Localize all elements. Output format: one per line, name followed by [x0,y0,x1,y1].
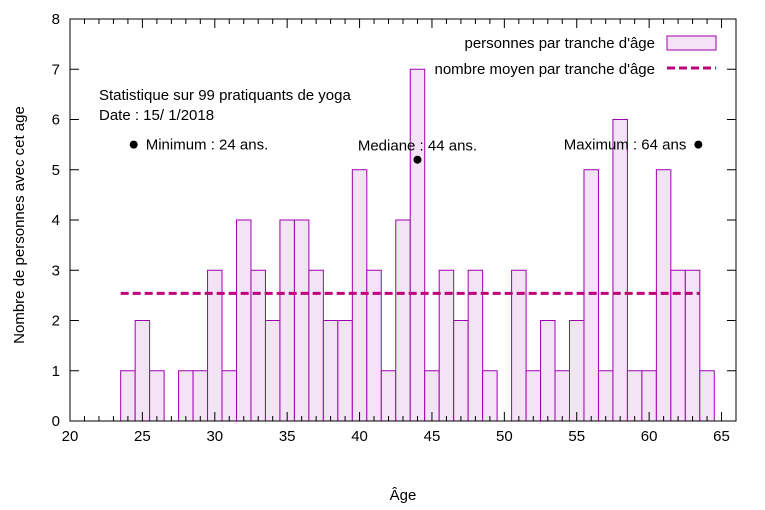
y-tick-label: 1 [52,363,60,380]
legend-label-histogram: personnes par tranche d'âge [465,35,656,52]
legend-label-mean: nombre moyen par tranche d'âge [435,61,656,78]
histogram-bar [482,370,498,422]
x-tick-label: 45 [424,428,441,445]
histogram-bar [554,370,570,422]
y-tick-label: 6 [52,112,60,129]
y-tick-label: 7 [52,61,60,78]
y-tick-label: 4 [52,212,60,229]
y-axis-ticks: 0 1 2 3 4 5 6 7 8 [52,11,736,430]
histogram-bar [279,219,295,422]
histogram-bar [337,320,353,422]
stat-label: Mediane : 44 ans. [358,138,477,155]
histogram-bar [612,119,628,422]
stat-date: Date : 15/ 1/2018 [99,107,214,124]
histogram-bar [120,370,136,422]
histogram-bar [395,219,411,422]
x-axis-ticks: 20 25 30 35 40 45 50 55 60 65 [62,19,737,445]
histogram-bar [409,68,426,422]
y-axis-label: Nombre de personnes avec cet age [11,106,28,344]
histogram-bar [149,370,165,422]
stat-label: Minimum : 24 ans. [146,137,269,154]
histogram-bar [178,370,194,422]
histogram-bar [525,370,542,422]
y-tick-label: 8 [52,11,60,28]
x-tick-label: 25 [134,428,151,445]
x-tick-label: 20 [62,428,79,445]
histogram-bar [221,370,238,422]
legend-swatch-histogram [666,35,717,51]
legend: personnes par tranche d'âge nombre moyen… [435,35,717,78]
x-tick-label: 30 [206,428,223,445]
stat-point [129,140,138,149]
y-tick-label: 5 [52,162,60,179]
histogram-bar [322,320,339,422]
y-tick-label: 2 [52,313,60,330]
histogram-bar [192,370,209,422]
x-tick-label: 55 [568,428,585,445]
histogram-bar [569,320,585,422]
histogram-bars [120,68,715,422]
x-tick-label: 60 [641,428,658,445]
histogram-bar [293,219,310,422]
histogram-bar [626,370,643,422]
stat-point [413,155,422,164]
histogram-bar [134,320,151,422]
x-axis-label: Âge [390,487,417,504]
histogram-bar [655,169,672,422]
x-tick-label: 40 [351,428,368,445]
histogram-bar [351,169,368,422]
y-tick-label: 3 [52,262,60,279]
x-tick-label: 50 [496,428,513,445]
stat-point [694,140,703,149]
histogram-bar [597,370,614,422]
histogram-bar [583,169,599,422]
stat-markers: Minimum : 24 ans. Mediane : 44 ans. Maximu… [129,137,703,164]
histogram-bar [236,219,252,422]
x-tick-label: 35 [279,428,296,445]
histogram-bar [540,320,556,422]
histogram-bar [380,370,397,422]
y-tick-label: 0 [52,413,60,430]
histogram-bar [453,320,469,422]
histogram-bar [264,320,281,422]
stat-title: Statistique sur 99 pratiquants de yoga [99,87,351,104]
x-tick-label: 65 [713,428,730,445]
histogram-bar [699,370,715,422]
stat-label: Maximum : 64 ans [564,137,687,154]
